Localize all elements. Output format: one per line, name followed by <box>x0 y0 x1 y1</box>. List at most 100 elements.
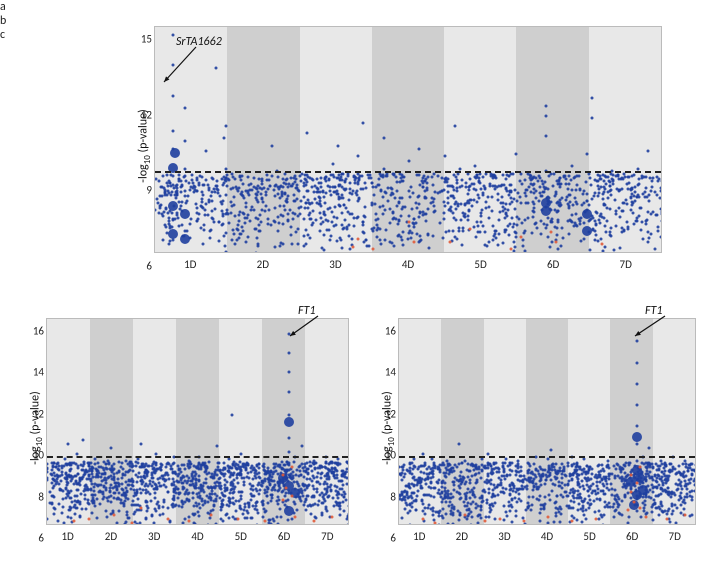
data-point <box>259 214 262 217</box>
data-point <box>92 485 95 488</box>
data-point <box>178 505 181 508</box>
data-point <box>628 516 631 519</box>
data-point <box>689 495 692 498</box>
data-point <box>342 197 345 200</box>
data-point <box>494 236 497 239</box>
data-point <box>317 472 320 475</box>
data-point <box>218 468 221 471</box>
data-point <box>139 443 142 446</box>
data-point <box>243 477 246 480</box>
data-point <box>105 467 108 470</box>
data-point <box>75 507 78 510</box>
data-point <box>585 180 588 183</box>
data-point <box>659 487 662 490</box>
data-point <box>109 501 112 504</box>
data-point <box>412 217 415 220</box>
data-point <box>319 177 322 180</box>
data-point <box>580 240 583 243</box>
data-point <box>169 174 172 177</box>
data-point <box>668 508 671 511</box>
data-point <box>305 508 308 511</box>
data-point <box>223 176 226 179</box>
data-point <box>88 462 91 465</box>
data-point <box>496 494 499 497</box>
data-point <box>560 512 563 515</box>
data-point <box>441 176 444 179</box>
data-point <box>263 508 266 511</box>
data-point <box>71 501 74 504</box>
data-point <box>59 475 62 478</box>
data-point <box>295 230 298 233</box>
data-point <box>538 192 541 195</box>
data-point <box>442 200 445 203</box>
data-point <box>219 200 222 203</box>
data-point <box>408 190 411 193</box>
data-point <box>539 503 542 506</box>
data-point <box>264 477 267 480</box>
data-point <box>391 192 394 195</box>
data-point <box>104 473 107 476</box>
data-point <box>514 245 517 248</box>
data-point <box>575 183 578 186</box>
plot-area-b <box>46 318 349 525</box>
data-point <box>640 221 643 224</box>
data-point <box>501 474 504 477</box>
data-point <box>437 523 440 525</box>
data-point <box>261 200 264 203</box>
data-point <box>330 515 333 518</box>
data-point <box>379 243 382 246</box>
data-point <box>185 180 188 183</box>
data-point <box>515 515 518 518</box>
data-point <box>567 205 570 208</box>
data-point <box>512 240 515 243</box>
data-point <box>273 466 276 469</box>
data-point <box>191 473 194 476</box>
data-point <box>470 511 473 514</box>
x-tick-label: 4D <box>191 530 203 543</box>
data-point <box>687 463 690 466</box>
data-point <box>545 104 548 107</box>
data-point <box>455 218 458 221</box>
data-point <box>223 182 226 185</box>
data-point <box>526 472 529 475</box>
data-point <box>630 196 633 199</box>
data-point <box>168 201 178 211</box>
data-point <box>380 175 383 178</box>
data-point <box>448 472 451 475</box>
data-point <box>472 225 475 228</box>
data-point <box>480 508 483 511</box>
data-point <box>153 460 156 463</box>
data-point <box>401 491 404 494</box>
data-point <box>85 507 88 510</box>
data-point <box>404 473 407 476</box>
data-point <box>339 178 342 181</box>
data-point <box>497 218 500 221</box>
data-point <box>350 238 353 241</box>
data-point <box>261 209 264 212</box>
x-tick-label: 2D <box>105 530 117 543</box>
data-point <box>600 237 603 240</box>
data-point <box>232 485 235 488</box>
data-point <box>154 497 157 500</box>
data-point <box>257 493 260 496</box>
data-point <box>632 432 642 442</box>
data-point <box>301 484 304 487</box>
data-point <box>346 518 349 521</box>
data-point <box>616 187 619 190</box>
data-point <box>225 124 228 127</box>
data-point <box>186 488 189 491</box>
data-point <box>121 476 124 479</box>
data-point <box>408 224 411 227</box>
data-point <box>324 202 327 205</box>
data-point <box>344 181 347 184</box>
data-point <box>533 211 536 214</box>
data-point <box>348 181 351 184</box>
data-point <box>458 230 461 233</box>
data-point <box>288 436 291 439</box>
data-point <box>601 516 604 519</box>
data-point <box>327 495 330 498</box>
data-point <box>352 245 355 248</box>
data-point <box>197 181 200 184</box>
data-point <box>383 191 386 194</box>
data-point <box>64 462 67 465</box>
